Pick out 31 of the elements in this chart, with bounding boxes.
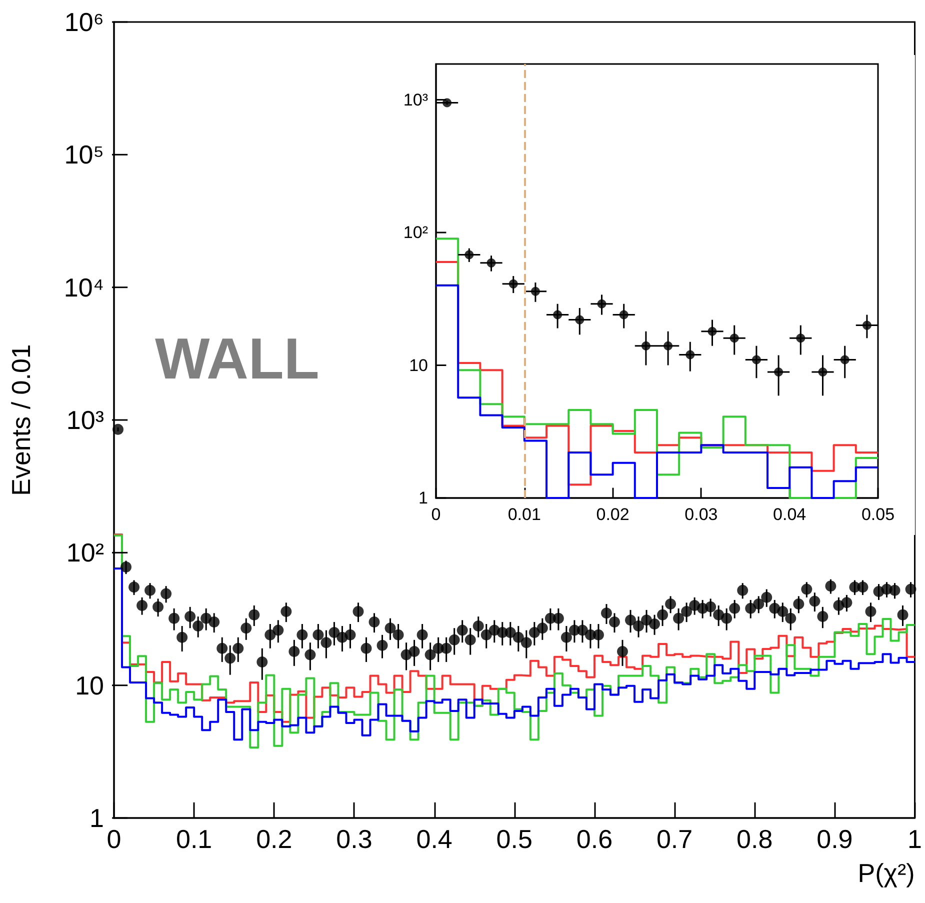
x-tick-label: 0.8 xyxy=(736,824,773,854)
y-tick-label: 10 xyxy=(409,356,428,375)
x-tick-label: 0.6 xyxy=(576,824,613,854)
x-tick-label: 0.4 xyxy=(416,824,452,854)
y-tick-label: 10³ xyxy=(66,405,104,435)
y-tick-label: 10² xyxy=(403,223,428,242)
x-tick-label: 0.7 xyxy=(656,824,693,854)
y-tick-label: 1 xyxy=(90,803,104,833)
y-tick-label: 10⁶ xyxy=(64,7,104,37)
x-axis-title: P(χ²) xyxy=(858,858,915,888)
x-tick-label: 1 xyxy=(908,824,922,854)
y-tick-label: 10² xyxy=(66,538,104,568)
x-tick-label: 0.2 xyxy=(256,824,292,854)
y-tick-label: 10⁴ xyxy=(64,272,104,302)
x-tick-label: 0.05 xyxy=(861,505,895,524)
y-axis-title: Events / 0.01 xyxy=(6,344,36,496)
x-tick-label: 0 xyxy=(431,505,441,524)
x-tick-label: 0.5 xyxy=(496,824,532,854)
x-tick-label: 0.02 xyxy=(596,505,630,524)
annotation: WALL xyxy=(155,326,320,392)
y-tick-label: 10 xyxy=(75,670,104,700)
x-tick-label: 0.9 xyxy=(816,824,853,854)
x-tick-label: 0.3 xyxy=(336,824,372,854)
x-tick-label: 0.1 xyxy=(176,824,212,854)
x-tick-label: 0.01 xyxy=(508,505,541,524)
y-tick-label: 1 xyxy=(418,488,428,508)
y-tick-label: 10⁵ xyxy=(64,140,104,170)
x-tick-label: 0 xyxy=(106,824,122,854)
x-tick-label: 0.04 xyxy=(773,505,806,524)
x-tick-label: 0.03 xyxy=(684,505,718,524)
y-tick-label: 10³ xyxy=(403,90,428,110)
